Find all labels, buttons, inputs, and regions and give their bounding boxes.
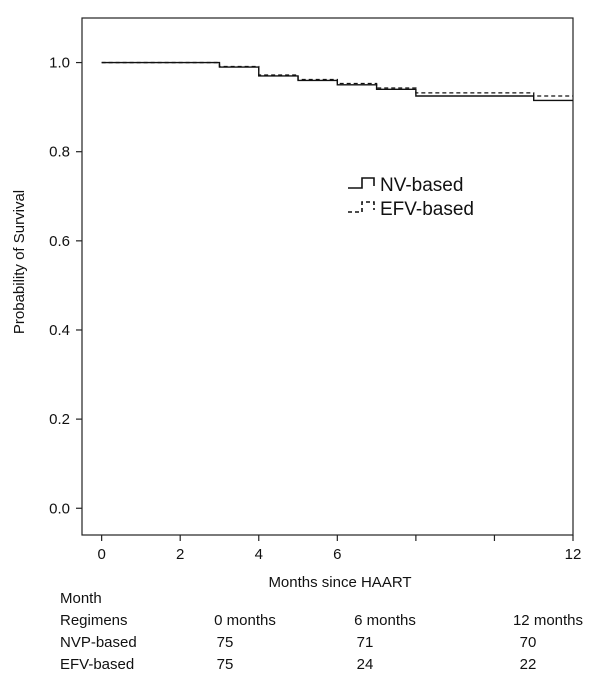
y-axis: 0.0 0.2 0.4 0.6 0.8 1.0 [49,55,82,517]
risk-table-row-label: EFV-based [60,656,134,673]
legend: NV-based EFV-based [348,175,474,220]
x-tick-label: 12 [565,546,582,563]
risk-table-column-label: 6 months [354,612,416,629]
risk-table-header: Month [60,590,102,607]
risk-table-cell: 75 [217,656,234,673]
legend-symbol [348,177,375,189]
risk-table-cell: 75 [217,634,234,651]
risk-table-column-label: 12 months [513,612,583,629]
y-tick-label: 1.0 [49,55,70,72]
x-tick-label: 4 [255,546,263,563]
series-lines [101,61,573,102]
risk-table-cell: 24 [357,656,374,673]
risk-table: Month Regimens 0 months 6 months 12 months NV… [60,590,583,673]
x-tick-label: 0 [97,546,105,563]
y-tick-label: 0.2 [49,411,70,428]
risk-table-cell: 70 [520,634,537,651]
series-line-efv-based [101,61,573,97]
y-axis-title: Probability of Survival [11,190,28,334]
legend-label: NV-based [380,175,463,196]
legend-label: EFV-based [380,199,474,220]
x-tick-label: 6 [333,546,341,563]
risk-table-cell: 22 [520,656,537,673]
risk-table-column-label: 0 months [214,612,276,629]
risk-table-row-label: NVP-based [60,634,137,651]
legend-symbol [348,201,375,213]
y-tick-label: 0.0 [49,500,70,517]
y-tick-label: 0.8 [49,144,70,161]
y-tick-label: 0.4 [49,322,70,339]
plot-frame [81,17,574,536]
x-axis-title: Months since HAART [268,574,411,591]
x-axis: 0 2 4 6 12 [97,535,581,563]
risk-table-row-header: Regimens [60,612,128,629]
x-tick-label: 2 [176,546,184,563]
plot-border [81,17,574,536]
risk-table-cell: 71 [357,634,374,651]
y-tick-label: 0.6 [49,233,70,250]
